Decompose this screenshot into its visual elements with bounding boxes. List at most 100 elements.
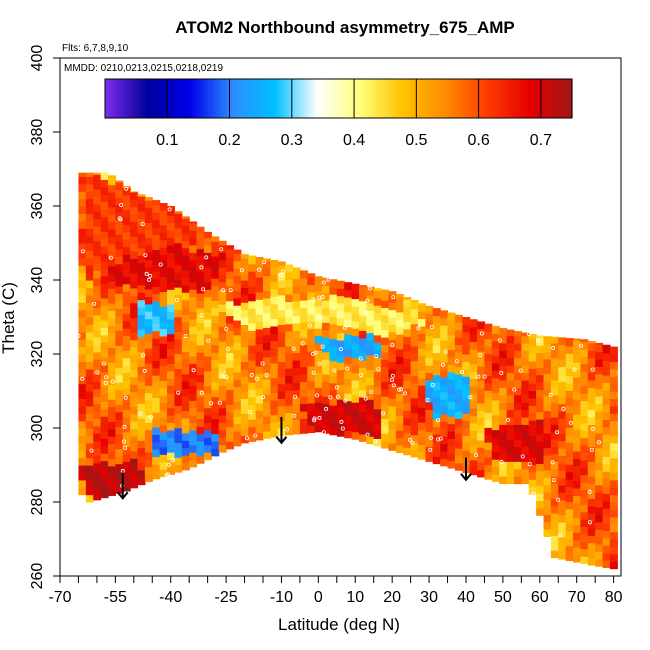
heatmap-cell xyxy=(196,278,205,287)
heatmap-cell xyxy=(454,366,463,375)
sample-marker xyxy=(262,260,267,265)
heatmap-cell xyxy=(573,436,581,445)
heatmap-cell xyxy=(159,446,168,455)
heatmap-cell xyxy=(137,232,146,241)
heatmap-cell xyxy=(285,412,294,421)
heatmap-cell xyxy=(336,295,345,304)
heatmap-cell xyxy=(167,215,176,224)
heatmap-cell xyxy=(196,241,205,250)
heatmap-cell xyxy=(418,444,426,453)
heatmap-cell xyxy=(196,233,205,242)
heatmap-cell xyxy=(499,468,508,477)
colorbar-segment xyxy=(304,79,308,118)
heatmap-cell xyxy=(550,350,559,359)
heatmap-cell xyxy=(233,349,242,358)
heatmap-cell xyxy=(203,304,212,313)
colorbar-segment xyxy=(537,79,542,118)
heatmap-cell xyxy=(167,437,176,446)
heatmap-cell xyxy=(107,280,116,289)
heatmap-cell xyxy=(373,408,382,417)
heatmap-cell xyxy=(491,407,500,416)
heatmap-cell xyxy=(248,374,257,383)
heatmap-cell xyxy=(595,342,604,345)
heatmap-cell xyxy=(211,236,220,242)
heatmap-cell xyxy=(521,394,530,403)
heatmap-cell xyxy=(543,403,552,412)
heatmap-cell xyxy=(152,200,161,206)
heatmap-cell xyxy=(167,333,176,342)
heatmap-cell xyxy=(410,301,419,310)
heatmap-cell xyxy=(270,340,279,349)
heatmap-cell xyxy=(558,337,567,345)
heatmap-cell xyxy=(218,274,227,283)
sample-marker xyxy=(226,347,231,352)
heatmap-cell xyxy=(107,221,116,230)
heatmap-cell xyxy=(381,388,390,397)
heatmap-cell xyxy=(307,373,316,382)
heatmap-cell xyxy=(240,331,249,340)
heatmap-cell xyxy=(447,393,456,402)
heatmap-cell xyxy=(78,479,87,488)
heatmap-cell xyxy=(107,339,116,348)
heatmap-cell xyxy=(528,375,537,384)
heatmap-cell xyxy=(181,225,190,234)
sample-marker xyxy=(339,419,344,424)
heatmap-cell xyxy=(78,317,87,325)
heatmap-cell xyxy=(144,197,153,201)
heatmap-cell xyxy=(262,327,271,336)
heatmap-cell xyxy=(395,326,404,335)
heatmap-cell xyxy=(425,350,434,359)
heatmap-cell xyxy=(344,348,353,357)
heatmap-cell xyxy=(314,416,323,425)
colorbar-segment xyxy=(176,79,181,118)
heatmap-cell xyxy=(550,372,559,381)
heatmap-cell xyxy=(388,324,397,333)
heatmap-cell xyxy=(403,373,412,382)
heatmap-cell xyxy=(388,376,397,385)
sample-marker xyxy=(512,387,517,392)
heatmap-cell xyxy=(78,442,87,451)
heatmap-cell xyxy=(270,355,279,364)
colorbar-segment xyxy=(133,79,137,118)
heatmap-cell xyxy=(550,483,559,492)
x-tick-label: 10 xyxy=(346,589,364,606)
heatmap-cell xyxy=(93,314,102,323)
heatmap-cell xyxy=(550,424,559,433)
heatmap-cell xyxy=(573,399,581,408)
heatmap-cell xyxy=(543,528,552,537)
heatmap-cell xyxy=(211,270,220,279)
heatmap-cell xyxy=(196,411,205,420)
heatmap-cell xyxy=(130,450,139,459)
heatmap-cell xyxy=(100,216,109,225)
heatmap-cell xyxy=(189,415,198,424)
heatmap-cell xyxy=(299,314,308,323)
heatmap-cell xyxy=(78,172,87,177)
heatmap-cell xyxy=(285,301,294,310)
heatmap-cell xyxy=(100,467,109,476)
heatmap-cell xyxy=(322,359,331,368)
heatmap-cell xyxy=(285,294,294,303)
heatmap-cell xyxy=(248,322,257,331)
heatmap-cell xyxy=(93,172,102,175)
heatmap-cell xyxy=(506,439,515,448)
heatmap-cell xyxy=(218,267,227,276)
heatmap-cell xyxy=(107,273,116,282)
heatmap-cell xyxy=(159,402,168,411)
heatmap-cell xyxy=(100,371,109,380)
sample-marker xyxy=(314,393,319,398)
heatmap-cell xyxy=(277,261,286,266)
heatmap-cell xyxy=(536,389,545,398)
heatmap-cell xyxy=(100,238,109,247)
heatmap-cell xyxy=(587,476,596,485)
colorbar-segment xyxy=(543,79,548,118)
sample-marker xyxy=(345,366,350,371)
heatmap-cell xyxy=(167,355,176,364)
heatmap-cell xyxy=(159,439,168,448)
colorbar-segment xyxy=(298,79,302,118)
heatmap-cell xyxy=(506,357,515,366)
heatmap-cell xyxy=(580,526,589,535)
heatmap-cell xyxy=(373,288,382,291)
heatmap-cell xyxy=(366,310,375,319)
heatmap-cell xyxy=(203,267,212,276)
